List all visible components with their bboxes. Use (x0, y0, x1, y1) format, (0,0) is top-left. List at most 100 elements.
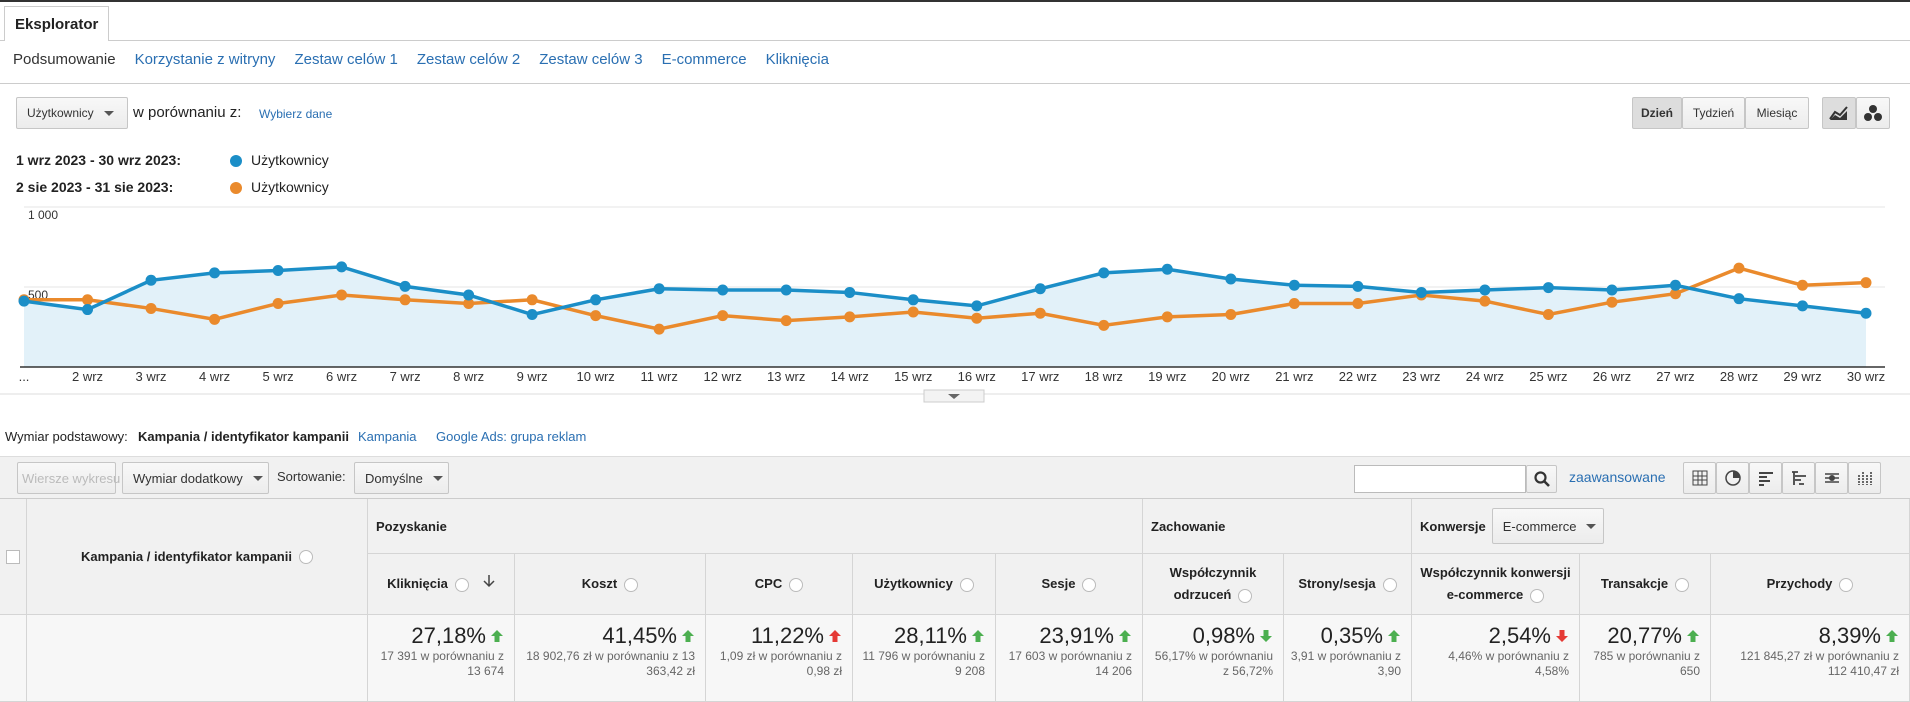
period-button[interactable]: Tydzień (1682, 97, 1745, 129)
summary-cell: 8,39% 121 845,27 zł w porównaniu z 112 41… (1711, 615, 1910, 702)
summary-value-row: 28,11% (859, 623, 985, 649)
view-button[interactable] (1749, 462, 1782, 494)
compare-link[interactable]: Wybierz dane (259, 107, 333, 121)
column-name: Przychody (1767, 573, 1854, 595)
checkbox[interactable] (6, 549, 20, 564)
x-tick-label: 7 wrz (390, 369, 421, 384)
point (1479, 284, 1491, 296)
subtab[interactable]: Zestaw celów 3 (539, 51, 643, 68)
line-chart-button[interactable] (1822, 97, 1856, 129)
metric-dropdown[interactable]: Użytkownicy (16, 97, 128, 129)
column-header[interactable]: Przychody (1711, 554, 1910, 615)
subtab[interactable]: Podsumowanie (13, 51, 116, 68)
caret-icon (103, 110, 114, 116)
point (1415, 286, 1427, 298)
summary-cell: 2,54% 4,46% w porównaniu z 4,58% (1412, 615, 1580, 702)
search-button[interactable] (1526, 465, 1557, 493)
summary-comparison: 785 w porównaniu z 650 (1593, 649, 1700, 678)
point (717, 284, 729, 296)
x-tick-label: 23 wrz (1402, 369, 1440, 384)
column-header[interactable]: Sesje (996, 554, 1143, 615)
secondary-dimension[interactable]: Wymiar dodatkowy (122, 462, 269, 494)
trend-icon (1259, 629, 1273, 643)
search-input[interactable] (1354, 465, 1526, 493)
point (1161, 311, 1173, 323)
group-header: Konwersje E-commerce (1412, 499, 1910, 554)
group-selector-label: E-commerce (1502, 518, 1577, 534)
row-checkbox-cell (0, 615, 27, 702)
point (1479, 295, 1491, 307)
column-header[interactable]: Koszt (515, 554, 706, 615)
x-tick-label: 28 wrz (1720, 369, 1758, 384)
column-header[interactable]: Współczynnik odrzuceń (1143, 554, 1284, 615)
point (1796, 300, 1808, 312)
subtab[interactable]: Zestaw celów 1 (294, 51, 398, 68)
tab-active[interactable]: Eksplorator (4, 6, 110, 41)
summary-cell: 28,11% 11 796 w porównaniu z 9 208 (853, 615, 996, 702)
group-selector[interactable]: E-commerce (1491, 508, 1604, 544)
point (1796, 279, 1808, 291)
view-button[interactable] (1683, 462, 1716, 494)
point (844, 311, 856, 323)
legend-name: Użytkownicy (251, 179, 329, 195)
column-header[interactable]: Użytkownicy (853, 554, 996, 615)
group-name: Pozyskanie (376, 518, 447, 534)
view-button[interactable] (1782, 462, 1815, 494)
select-all-cell (0, 499, 27, 615)
column-name: Użytkownicy (874, 573, 974, 595)
point (209, 313, 221, 325)
column-label: Sesje (1041, 576, 1076, 591)
rows-button[interactable]: Wiersze wykresu (17, 462, 120, 494)
x-tick-label: 18 wrz (1085, 369, 1123, 384)
x-tick-label: 3 wrz (136, 369, 167, 384)
subtab[interactable]: Korzystanie z witryny (134, 51, 276, 68)
point (1098, 267, 1110, 279)
x-tick-label: 24 wrz (1466, 369, 1504, 384)
point (1669, 288, 1681, 300)
x-tick-label: 17 wrz (1021, 369, 1059, 384)
column-header[interactable]: CPC (706, 554, 853, 615)
point (1352, 297, 1364, 309)
x-tick-label: 22 wrz (1339, 369, 1377, 384)
point (653, 323, 665, 335)
point (1669, 279, 1681, 291)
sort-dropdown[interactable]: Domyślne (354, 462, 449, 494)
column-header[interactable]: Transakcje (1580, 554, 1711, 615)
point (844, 286, 856, 298)
column-header[interactable]: Kliknięcia (368, 554, 515, 615)
motion-chart-button[interactable] (1856, 97, 1890, 129)
x-tick-label: ... (19, 369, 30, 384)
dimension-option[interactable]: Kampania (358, 429, 417, 444)
column-header[interactable]: Współczynnik konwersji e-commerce (1412, 554, 1580, 615)
summary-comparison: 121 845,27 zł w porównaniu z 112 410,47 … (1740, 649, 1899, 678)
summary-comparison: 1,09 zł w porównaniu z 0,98 zł (719, 649, 842, 678)
subtab[interactable]: Kliknięcia (765, 51, 829, 68)
dimension-option[interactable]: Google Ads: grupa reklam (436, 429, 587, 444)
x-tick-label: 10 wrz (577, 369, 615, 384)
point (1034, 283, 1046, 295)
period-button[interactable]: Dzień (1632, 97, 1682, 129)
point (780, 284, 792, 296)
summary-value: 2,54% (1488, 623, 1551, 648)
point (971, 312, 983, 324)
period-button[interactable]: Miesiąc (1745, 97, 1809, 129)
sort-value: Domyślne (365, 470, 423, 486)
summary-value: 28,11% (894, 623, 967, 648)
view-button[interactable] (1716, 462, 1749, 494)
x-tick-label: 27 wrz (1656, 369, 1694, 384)
subtab[interactable]: E-commerce (661, 51, 747, 68)
advanced-link[interactable]: zaawansowane (1569, 469, 1666, 485)
view-button[interactable] (1848, 462, 1881, 494)
caret-icon (432, 475, 443, 481)
point (1606, 284, 1618, 296)
trend-icon (1387, 629, 1401, 643)
line (23, 265, 1867, 317)
x-tick-label: 13 wrz (767, 369, 805, 384)
view-button[interactable] (1815, 462, 1848, 494)
subtab[interactable]: Zestaw celów 2 (416, 51, 521, 68)
point (209, 267, 221, 279)
secondary-label: Wymiar dodatkowy (133, 470, 243, 486)
point (907, 306, 919, 318)
column-header[interactable]: Strony/sesja (1284, 554, 1412, 615)
point (526, 309, 538, 321)
